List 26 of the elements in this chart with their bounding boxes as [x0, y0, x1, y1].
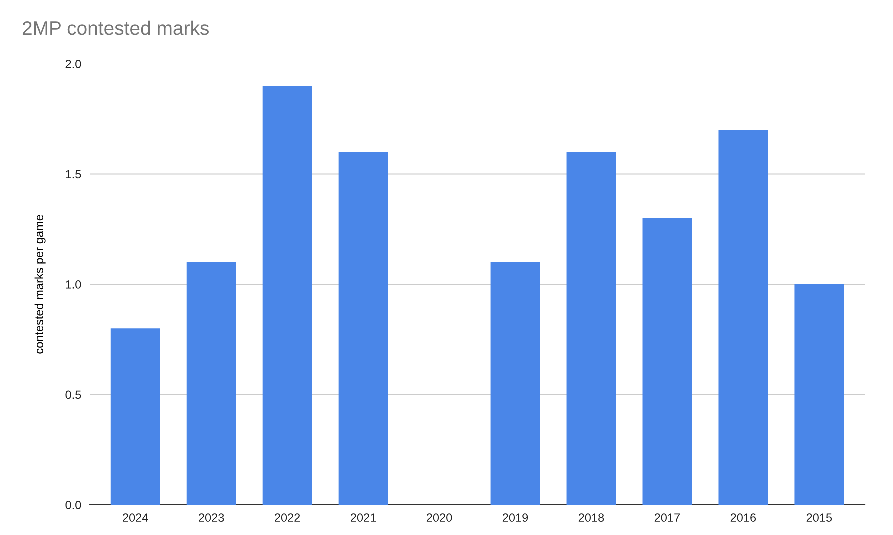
x-tick-label: 2020 [426, 514, 452, 522]
bar [642, 218, 692, 505]
x-tick-label: 2024 [123, 514, 148, 522]
chart-title: 2MP contested marks [22, 20, 209, 36]
x-tick-label: 2021 [350, 514, 376, 522]
x-tick-label: 2018 [578, 514, 604, 522]
bar [186, 262, 236, 505]
x-tick-label: 2016 [730, 514, 756, 522]
x-tick-label: 2023 [199, 514, 224, 522]
y-tick-label: 1.5 [66, 170, 82, 179]
bar [566, 152, 616, 505]
y-axis-title: contested marks per game [34, 215, 46, 354]
bar [794, 284, 844, 505]
bar [490, 262, 540, 505]
x-tick-label: 2017 [654, 514, 680, 522]
bar [338, 152, 388, 505]
bar [110, 328, 160, 505]
y-tick-label: 0.5 [66, 390, 82, 400]
y-tick-label: 0.0 [66, 501, 82, 510]
y-tick-label: 1.0 [66, 280, 82, 289]
bar [718, 130, 768, 505]
x-tick-label: 2022 [275, 514, 300, 522]
bar [262, 86, 312, 505]
x-tick-label: 2019 [502, 514, 528, 522]
y-tick-label: 2.0 [66, 60, 82, 68]
x-tick-label: 2015 [806, 514, 832, 522]
